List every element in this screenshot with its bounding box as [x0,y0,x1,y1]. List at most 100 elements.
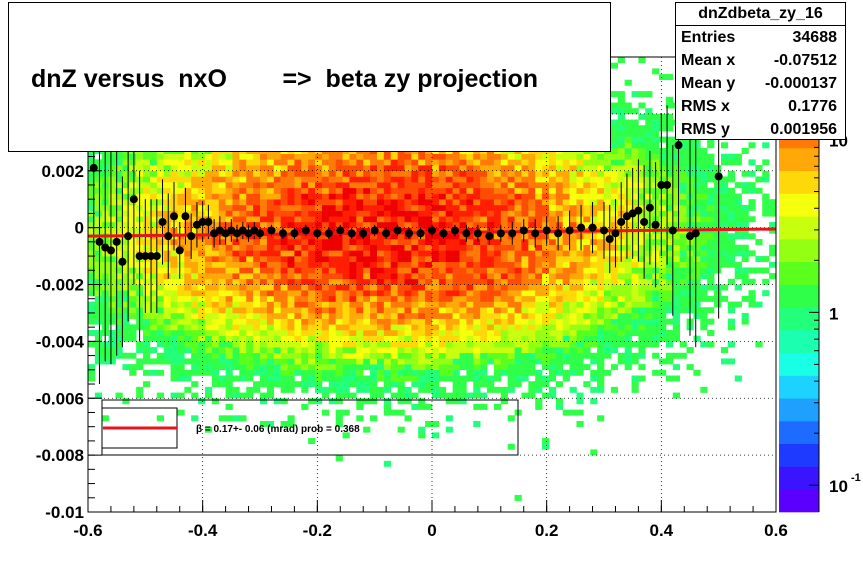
heatmap-cell [583,278,591,285]
heatmap-cell [665,102,674,109]
heatmap-cell [363,261,371,268]
heatmap-cell [610,307,619,314]
heatmap-cell [94,295,103,302]
heatmap-cell [287,221,295,228]
heatmap-cell [631,273,639,280]
heatmap-cell [652,125,660,132]
heatmap-cell [500,290,508,297]
heatmap-cell [720,187,729,194]
heatmap-cell [438,301,447,308]
heatmap-cell [610,193,619,200]
heatmap-cell [225,261,233,268]
heatmap-cell [459,278,467,285]
heatmap-cell [480,239,488,245]
heatmap-cell [218,216,226,223]
heatmap-cell [260,165,268,172]
heatmap-cell [129,182,137,189]
heatmap-cell [287,347,295,354]
heatmap-cell [638,182,646,189]
heatmap-cell [301,170,309,177]
heatmap-cell [163,153,171,160]
heatmap-cell [342,312,350,319]
heatmap-cell [163,347,171,354]
heatmap-cell [170,159,178,166]
heatmap-cell [376,210,385,217]
heatmap-cell [624,261,632,268]
heatmap-cell [218,295,226,302]
heatmap-cell [659,295,667,302]
heatmap-cell [280,244,288,251]
heatmap-cell [108,318,116,325]
heatmap-cell [597,330,605,336]
heatmap-cell [184,307,192,314]
heatmap-cell [583,176,591,183]
heatmap-cell [239,341,247,348]
heatmap-cell [597,250,605,257]
heatmap-cell [583,381,591,388]
heatmap-cell [445,284,453,291]
heatmap-cell [590,210,598,217]
heatmap-cell [321,193,330,200]
heatmap-cell [335,233,343,240]
heatmap-cell [493,239,502,245]
heatmap-cell [383,295,392,302]
heatmap-cell [273,204,281,211]
heatmap-cell [191,153,199,160]
heatmap-cell [487,176,495,183]
heatmap-cell [363,381,371,388]
heatmap-cell [356,324,364,331]
heatmap-cell [487,284,495,291]
heatmap-cell [294,210,302,217]
heatmap-cell [659,148,667,154]
heatmap-cell [349,204,357,211]
heatmap-cell [383,381,392,388]
heatmap-cell [665,96,674,103]
heatmap-cell [507,301,515,308]
heatmap-cell [211,199,220,206]
heatmap-cell [232,335,240,342]
heatmap-cell [184,290,192,297]
heatmap-cell [198,210,206,217]
heatmap-cell [562,278,570,285]
heatmap-cell [693,204,701,211]
heatmap-cell [521,369,529,376]
heatmap-cell [535,375,543,382]
heatmap-cell [363,347,371,354]
heatmap-cell [239,330,247,336]
heatmap-cell [321,284,330,291]
heatmap-cell [493,318,502,325]
heatmap-cell [383,358,392,365]
heatmap-cell [321,256,330,263]
heatmap-cell [294,324,302,331]
heatmap-cell [638,91,646,98]
heatmap-cell [528,261,536,268]
heatmap-cell [473,403,481,410]
heatmap-cell [280,273,288,280]
heatmap-cell [734,182,742,189]
heatmap-cell [260,312,268,319]
heatmap-cell [260,290,268,297]
heatmap-cell [315,375,323,382]
heatmap-cell [225,364,233,371]
heatmap-cell [246,375,254,382]
heatmap-cell [301,335,309,342]
heatmap-cell [535,295,543,302]
heatmap-cell [535,307,543,314]
heatmap-cell [665,301,674,308]
heatmap-cell [665,278,674,285]
heatmap-cell [356,233,364,240]
heatmap-cell [672,256,680,263]
heatmap-cell [569,273,577,280]
heatmap-cell [617,312,625,319]
heatmap-cell [260,375,268,382]
heatmap-cell [762,204,770,211]
heatmap-cell [576,364,584,371]
heatmap-cell [266,369,275,376]
heatmap-cell [218,284,226,291]
heatmap-cell [232,250,240,257]
heatmap-cell [108,187,116,194]
heatmap-cell [328,330,336,336]
heatmap-cell [755,187,763,194]
heatmap-cell [432,267,440,274]
heatmap-cell [672,312,680,319]
